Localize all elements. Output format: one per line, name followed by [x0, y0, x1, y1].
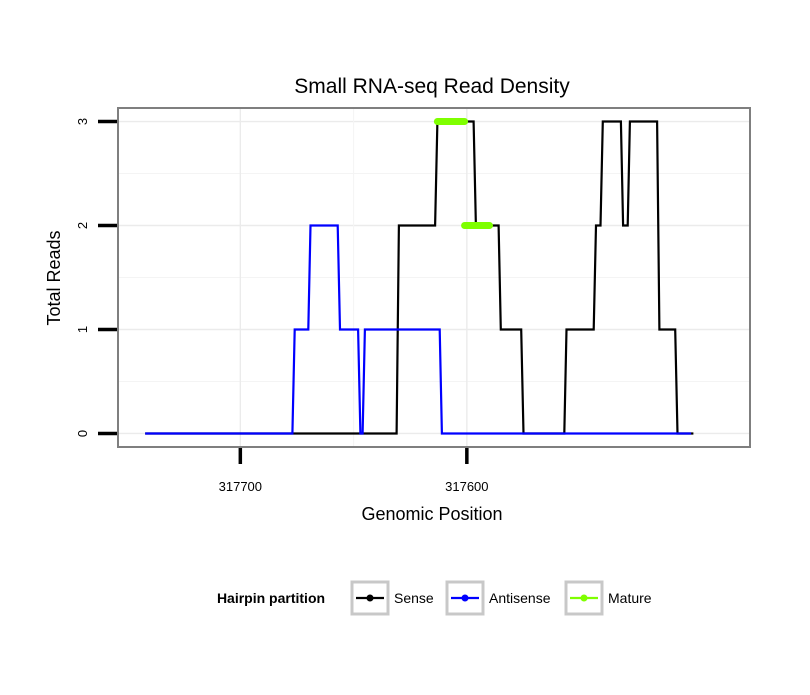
legend-key-point: [366, 594, 374, 602]
legend-item-antisense: Antisense: [445, 580, 551, 616]
legend-title: Hairpin partition: [217, 590, 325, 606]
x-axis-label: Genomic Position: [361, 504, 502, 524]
chart-title: Small RNA-seq Read Density: [294, 75, 570, 98]
legend-label: Mature: [608, 590, 652, 606]
legend: Hairpin partition Sense Antisense Mature: [217, 580, 652, 616]
legend-label: Sense: [394, 590, 434, 606]
y-tick-label: 1: [75, 326, 90, 333]
plot-panel-border: [117, 107, 751, 448]
series-layer: [145, 118, 694, 435]
x-tick-label: 317600: [445, 479, 488, 494]
y-tick-label: 3: [75, 118, 90, 125]
legend-item-sense: Sense: [350, 580, 434, 616]
y-axis-label: Total Reads: [44, 230, 64, 325]
legend-key-point: [461, 594, 469, 602]
y-tick-label: 0: [75, 430, 90, 437]
y-tick-label: 2: [75, 222, 90, 229]
y-axis: 0 1 2 3: [75, 118, 117, 437]
legend-label: Antisense: [489, 590, 551, 606]
series-line-antisense: [145, 224, 692, 435]
x-tick-label: 317700: [219, 479, 262, 494]
legend-key-point: [580, 594, 588, 602]
legend-item-mature: Mature: [564, 580, 652, 616]
x-axis: 317700 317600: [219, 448, 489, 494]
